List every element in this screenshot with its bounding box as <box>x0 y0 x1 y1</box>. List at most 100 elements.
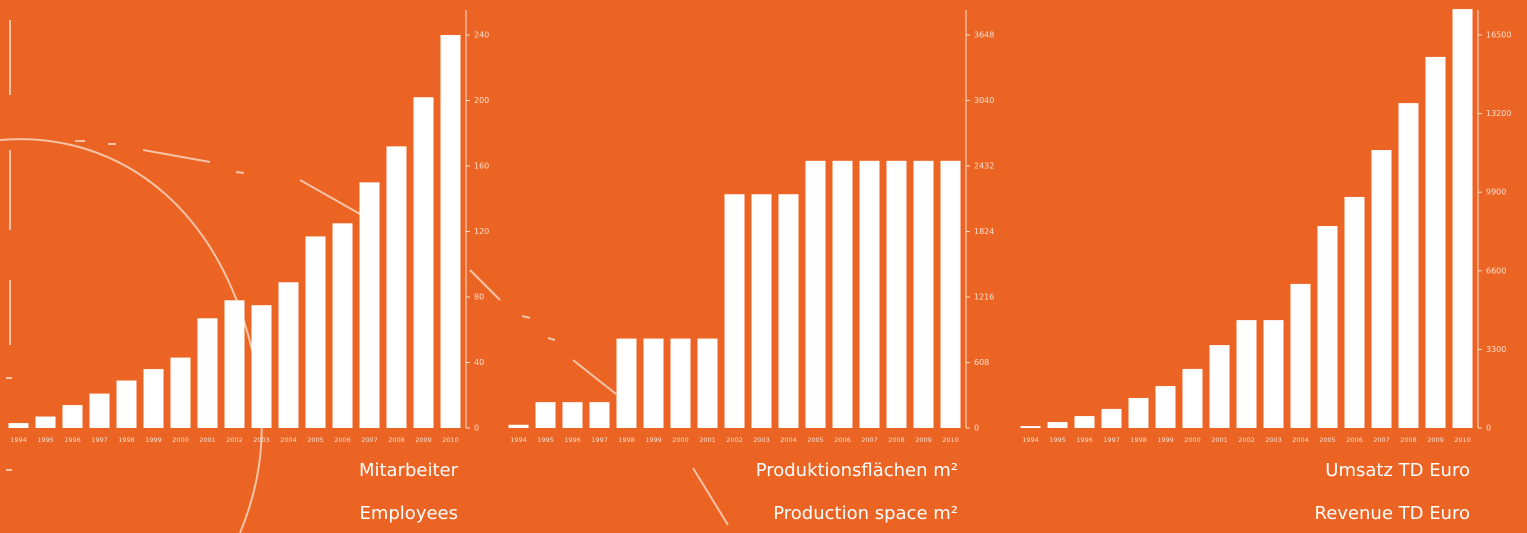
x-tick-label: 2003 <box>253 436 270 444</box>
bar <box>278 282 299 428</box>
y-tick-label: 6600 <box>1486 266 1506 275</box>
x-tick-label: 2007 <box>861 436 878 444</box>
x-tick-label: 2009 <box>915 436 932 444</box>
x-tick-label: 2005 <box>807 436 824 444</box>
bar <box>1425 56 1446 429</box>
x-tick-label: 1999 <box>645 436 662 444</box>
y-tick-label: 2432 <box>974 162 994 171</box>
y-tick-label: 13200 <box>1486 109 1511 118</box>
x-tick-label: 2006 <box>834 436 851 444</box>
x-tick-label: 2004 <box>780 436 797 444</box>
bar <box>1128 397 1149 428</box>
x-tick-label: 1999 <box>145 436 162 444</box>
bar <box>8 423 29 428</box>
x-tick-label: 1997 <box>1103 436 1120 444</box>
x-tick-label: 2001 <box>1211 436 1228 444</box>
x-tick-label: 2010 <box>442 436 459 444</box>
x-tick-label: 2002 <box>1238 436 1255 444</box>
y-tick-label: 1216 <box>974 293 994 302</box>
bar <box>913 160 934 428</box>
bar <box>616 338 637 428</box>
bar <box>116 380 137 428</box>
chart-subtitle: Employees <box>359 503 458 524</box>
y-tick-label: 160 <box>474 162 489 171</box>
y-tick-label: 0 <box>474 424 479 433</box>
bar <box>62 405 83 428</box>
x-tick-label: 2009 <box>415 436 432 444</box>
bar <box>589 402 610 428</box>
bar <box>805 160 826 428</box>
bar <box>751 194 772 428</box>
bar <box>697 338 718 428</box>
y-tick-label: 80 <box>474 293 484 302</box>
bar <box>1236 320 1257 428</box>
x-tick-label: 2003 <box>1265 436 1282 444</box>
x-tick-label: 1994 <box>510 436 527 444</box>
bar <box>940 160 961 428</box>
x-tick-label: 2000 <box>172 436 189 444</box>
bar <box>1317 226 1338 428</box>
bar <box>1452 9 1473 429</box>
y-tick-label: 9900 <box>1486 188 1506 197</box>
bar <box>1344 196 1365 428</box>
bar <box>1290 283 1311 428</box>
chart-subtitle: Revenue TD Euro <box>1315 503 1471 524</box>
bar <box>508 424 529 428</box>
bar <box>1074 416 1095 428</box>
bar <box>1209 345 1230 428</box>
bar <box>197 318 218 428</box>
bar <box>1263 320 1284 428</box>
x-tick-label: 2008 <box>1400 436 1417 444</box>
bar <box>332 223 353 428</box>
bar <box>535 402 556 428</box>
bar <box>251 305 272 428</box>
x-tick-label: 1994 <box>1022 436 1039 444</box>
x-tick-label: 2006 <box>334 436 351 444</box>
bar <box>224 300 245 428</box>
x-tick-label: 2009 <box>1427 436 1444 444</box>
bar <box>440 35 461 428</box>
bar <box>1155 386 1176 428</box>
x-tick-label: 2006 <box>1346 436 1363 444</box>
x-tick-label: 2002 <box>226 436 243 444</box>
x-tick-label: 2000 <box>1184 436 1201 444</box>
chart-title: Mitarbeiter <box>359 460 459 481</box>
x-tick-label: 2000 <box>672 436 689 444</box>
x-tick-label: 1996 <box>64 436 81 444</box>
x-tick-label: 2001 <box>699 436 716 444</box>
x-tick-label: 1998 <box>1130 436 1147 444</box>
bar <box>413 97 434 428</box>
x-tick-label: 2007 <box>361 436 378 444</box>
x-tick-label: 1997 <box>91 436 108 444</box>
bar <box>1398 103 1419 429</box>
y-tick-label: 0 <box>1486 424 1491 433</box>
bar <box>724 194 745 428</box>
bar <box>670 338 691 428</box>
x-tick-label: 1995 <box>37 436 54 444</box>
bar <box>1047 422 1068 428</box>
y-tick-label: 1824 <box>974 227 994 236</box>
x-tick-label: 2010 <box>1454 436 1471 444</box>
bar <box>832 160 853 428</box>
chart-subtitle: Production space m² <box>773 503 958 524</box>
x-tick-label: 1998 <box>118 436 135 444</box>
bar <box>89 393 110 428</box>
bar <box>359 182 380 428</box>
bar <box>386 146 407 428</box>
bar <box>1101 408 1122 428</box>
bar <box>170 357 191 428</box>
bar <box>643 338 664 428</box>
x-tick-label: 1994 <box>10 436 27 444</box>
y-tick-label: 200 <box>474 96 489 105</box>
x-tick-label: 2008 <box>888 436 905 444</box>
chart-title: Produktionsflächen m² <box>756 460 958 481</box>
x-tick-label: 1995 <box>537 436 554 444</box>
bar <box>1371 150 1392 429</box>
y-tick-label: 240 <box>474 31 489 40</box>
bar <box>886 160 907 428</box>
bar <box>35 416 56 428</box>
x-tick-label: 2005 <box>307 436 324 444</box>
x-tick-label: 1998 <box>618 436 635 444</box>
y-tick-label: 120 <box>474 227 489 236</box>
